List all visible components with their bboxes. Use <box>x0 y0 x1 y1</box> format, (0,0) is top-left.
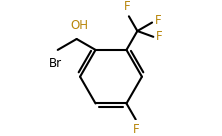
Text: F: F <box>133 123 140 136</box>
Text: F: F <box>155 14 161 27</box>
Text: Br: Br <box>49 57 62 70</box>
Text: F: F <box>124 0 131 13</box>
Text: F: F <box>156 30 162 43</box>
Text: OH: OH <box>71 19 89 32</box>
